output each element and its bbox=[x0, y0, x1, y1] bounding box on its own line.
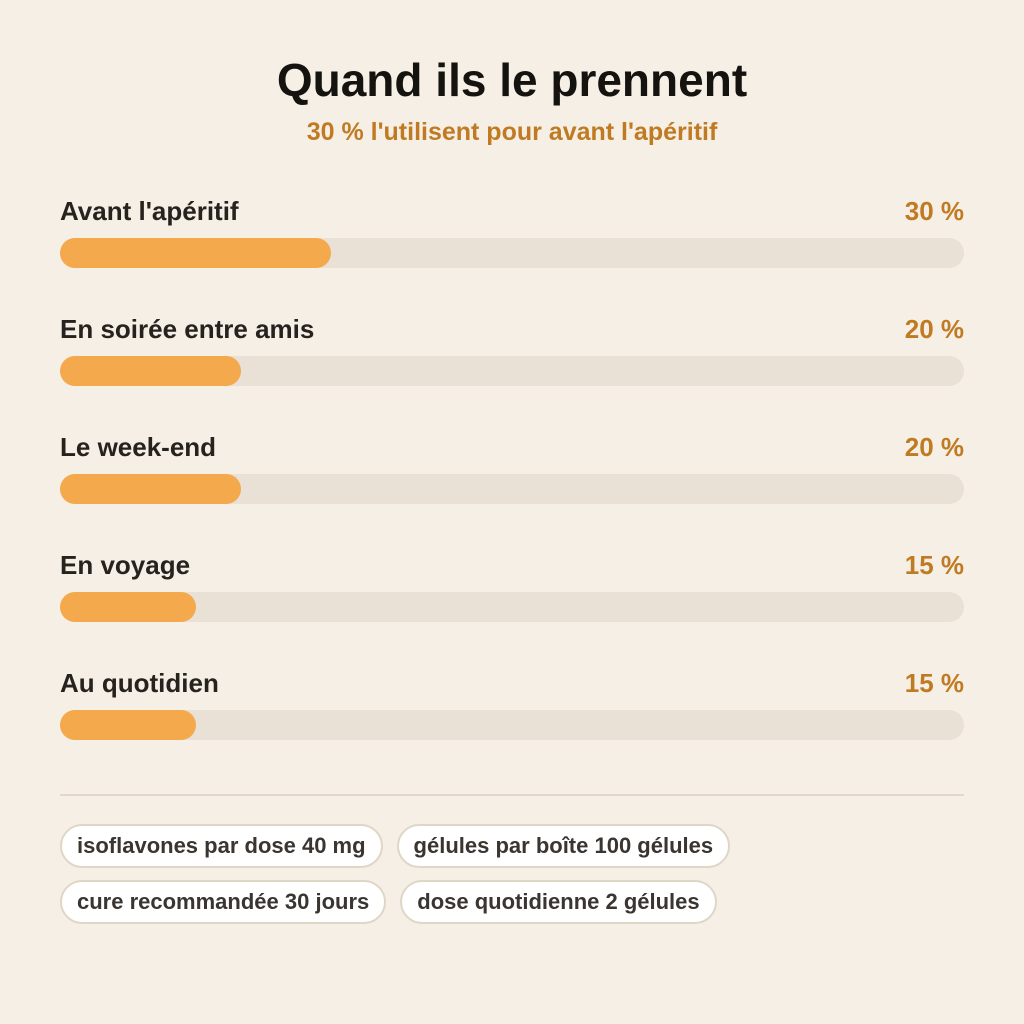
chip-row: cure recommandée 30 jours dose quotidien… bbox=[60, 880, 964, 924]
bar-row: Au quotidien 15 % bbox=[60, 666, 964, 784]
spec-chip: cure recommandée 30 jours bbox=[60, 880, 387, 924]
bar-label: En voyage bbox=[60, 550, 191, 580]
bar-track bbox=[60, 592, 964, 622]
bar-track bbox=[60, 710, 964, 740]
bar-label: En soirée entre amis bbox=[60, 314, 315, 344]
bar-row: En soirée entre amis 20 % bbox=[60, 312, 964, 430]
bar-fill bbox=[60, 474, 241, 504]
spec-chip: isoflavones par dose 40 mg bbox=[60, 824, 383, 868]
bar-fill bbox=[60, 592, 196, 622]
bar-track bbox=[60, 356, 964, 386]
bar-value-label: 15 % bbox=[904, 668, 964, 698]
bar-label: Le week-end bbox=[60, 432, 217, 462]
chart-subtitle: 30 % l'utilisent pour avant l'apéritif bbox=[306, 118, 718, 146]
divider bbox=[60, 794, 964, 796]
bar-label: Avant l'apéritif bbox=[60, 196, 239, 226]
bar-value-label: 20 % bbox=[904, 314, 964, 344]
bar-row: Le week-end 20 % bbox=[60, 430, 964, 548]
bar-value-label: 15 % bbox=[904, 550, 964, 580]
bar-track bbox=[60, 474, 964, 504]
bar-list: Avant l'apéritif 30 % En soirée entre am… bbox=[60, 194, 964, 784]
chip-row: isoflavones par dose 40 mg gélules par b… bbox=[60, 824, 964, 868]
bar-row: En voyage 15 % bbox=[60, 548, 964, 666]
bar-row: Avant l'apéritif 30 % bbox=[60, 194, 964, 312]
bar-value-label: 20 % bbox=[904, 432, 964, 462]
spec-chip: gélules par boîte 100 gélules bbox=[396, 824, 731, 868]
bar-fill bbox=[60, 710, 196, 740]
bar-fill bbox=[60, 356, 241, 386]
spec-chip: dose quotidienne 2 gélules bbox=[400, 880, 717, 924]
bar-track bbox=[60, 238, 964, 268]
spec-chips: isoflavones par dose 40 mg gélules par b… bbox=[60, 824, 964, 936]
bar-label: Au quotidien bbox=[60, 668, 219, 698]
chart-title: Quand ils le prennent bbox=[276, 54, 748, 106]
bar-fill bbox=[60, 238, 331, 268]
bar-value-label: 30 % bbox=[904, 196, 964, 226]
